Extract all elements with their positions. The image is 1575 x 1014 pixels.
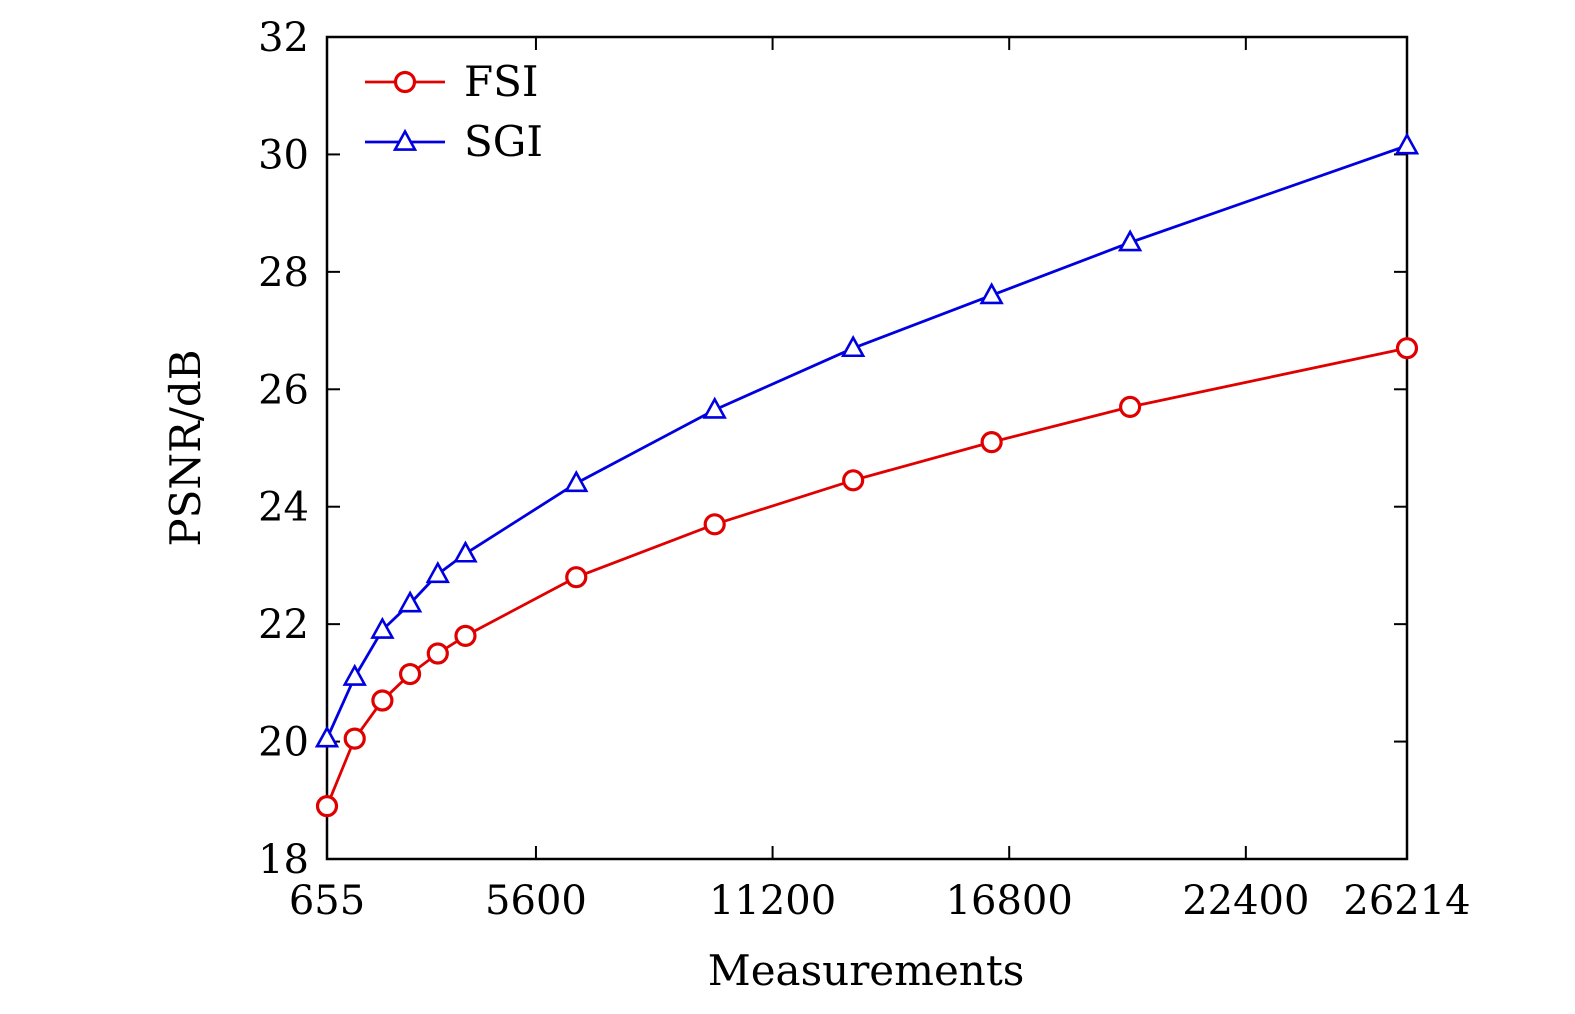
data-point-fsi xyxy=(343,727,366,750)
y-tick-label: 20 xyxy=(258,720,309,766)
y-tick-label: 18 xyxy=(258,837,309,883)
data-point-fsi xyxy=(398,662,422,686)
series-line-sgi xyxy=(325,144,1408,740)
series-sgi xyxy=(314,132,1420,748)
data-point-sgi xyxy=(453,540,478,563)
data-point-sgi xyxy=(840,334,866,358)
x-axis-title: Measurements xyxy=(708,946,1025,995)
legend-marker-sgi xyxy=(392,128,418,151)
data-point-fsi xyxy=(1119,395,1142,418)
y-axis-title: PSNR/dB xyxy=(161,349,210,546)
legend: FSI SGI xyxy=(365,57,543,166)
legend-label-fsi: FSI xyxy=(464,57,539,106)
y-tick-label: 22 xyxy=(258,602,309,648)
legend-marker-fsi xyxy=(393,70,417,94)
data-point-fsi xyxy=(1395,337,1419,360)
data-point-fsi xyxy=(980,431,1003,454)
plot-frame xyxy=(325,35,1409,861)
data-point-fsi xyxy=(454,624,477,647)
legend-item-fsi: FSI xyxy=(365,57,539,106)
y-tick-label: 28 xyxy=(258,250,309,296)
data-point-sgi xyxy=(342,663,367,686)
x-tick-label: 22400 xyxy=(1182,878,1309,924)
data-point-fsi xyxy=(842,469,865,492)
x-tick-label: 5600 xyxy=(485,878,587,924)
data-point-sgi xyxy=(1394,132,1420,155)
data-point-sgi xyxy=(370,616,395,639)
legend-item-sgi: SGI xyxy=(365,117,543,166)
data-point-sgi xyxy=(314,725,340,748)
data-point-sgi xyxy=(1117,229,1143,252)
y-tick-label: 26 xyxy=(258,367,309,413)
ticks: 655 5600 11200 16800 22400 26214 18 20 22 24 26 28 3… xyxy=(258,15,1471,924)
x-tick-label: 11200 xyxy=(709,878,836,924)
data-point-fsi xyxy=(315,795,339,818)
legend-label-sgi: SGI xyxy=(464,117,543,166)
data-point-fsi xyxy=(371,689,394,712)
y-tick-label: 24 xyxy=(258,485,309,531)
series-layer xyxy=(314,132,1420,818)
data-point-fsi xyxy=(703,513,726,536)
data-point-sgi xyxy=(564,470,589,493)
data-point-sgi xyxy=(397,590,423,613)
data-point-sgi xyxy=(702,396,727,419)
data-point-fsi xyxy=(426,642,449,665)
data-point-fsi xyxy=(565,566,588,589)
series-line-fsi xyxy=(325,346,1408,807)
x-tick-label: 655 xyxy=(289,878,365,924)
x-tick-label: 16800 xyxy=(946,878,1073,924)
y-tick-label: 30 xyxy=(258,132,309,178)
x-tick-label: 26214 xyxy=(1343,878,1470,924)
data-point-sgi xyxy=(425,561,450,584)
y-tick-label: 32 xyxy=(258,15,309,61)
series-fsi xyxy=(315,337,1419,818)
data-point-sgi xyxy=(979,282,1004,305)
